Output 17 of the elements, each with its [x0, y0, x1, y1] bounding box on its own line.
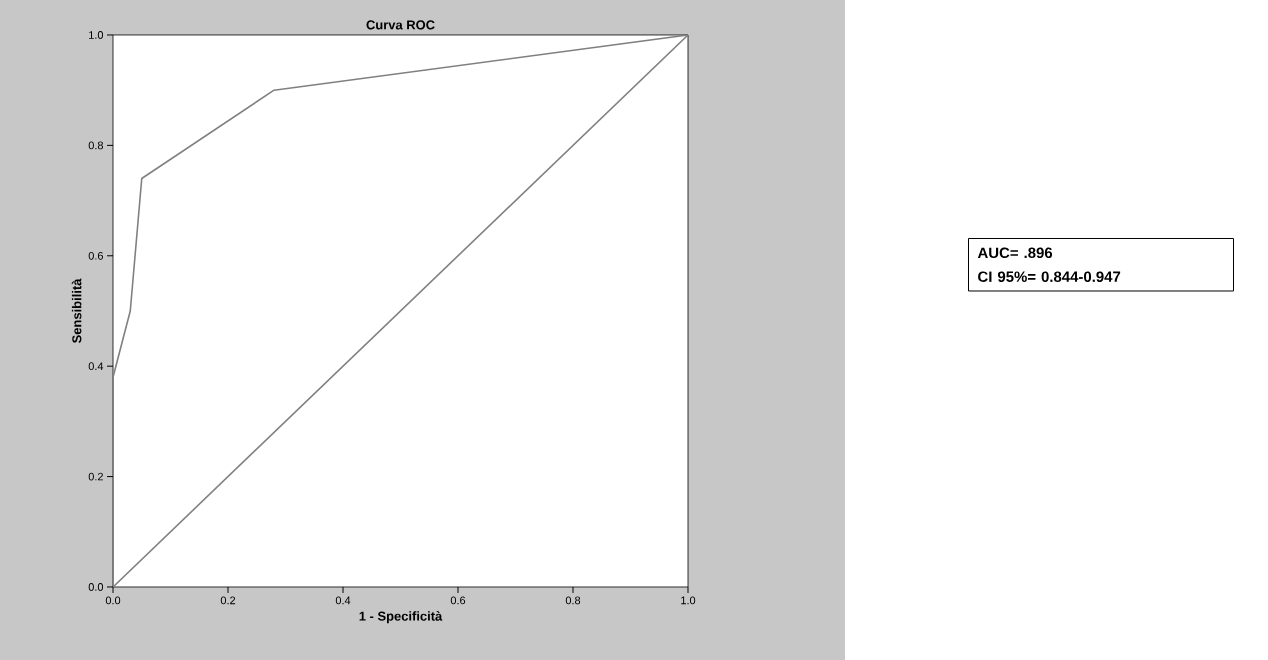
x-tick-label: 0.2: [220, 596, 236, 605]
y-axis-title: Sensibilità: [71, 278, 82, 343]
x-axis-title: 1 - Specificità: [359, 611, 443, 624]
y-tick-label: 0.2: [88, 472, 103, 481]
y-tick-label: 0.0: [88, 583, 104, 591]
y-tick-label: 0.8: [88, 141, 104, 150]
x-tick-label: 0.0: [105, 596, 121, 605]
y-tick-label: 1.0: [89, 31, 104, 39]
x-tick-label: 0.6: [450, 596, 466, 605]
chart-title: Curva ROC: [366, 20, 435, 30]
text: AUC= .896: [977, 247, 1053, 259]
x-tick-label: 0.4: [335, 596, 351, 605]
x-tick-label: 0.8: [565, 596, 581, 605]
text: CI 95%= 0.844-0.947: [978, 271, 1121, 282]
x-tick-label: 1.0: [681, 596, 696, 605]
y-tick-label: 0.4: [88, 362, 104, 371]
y-tick-label: 0.6: [88, 251, 104, 260]
